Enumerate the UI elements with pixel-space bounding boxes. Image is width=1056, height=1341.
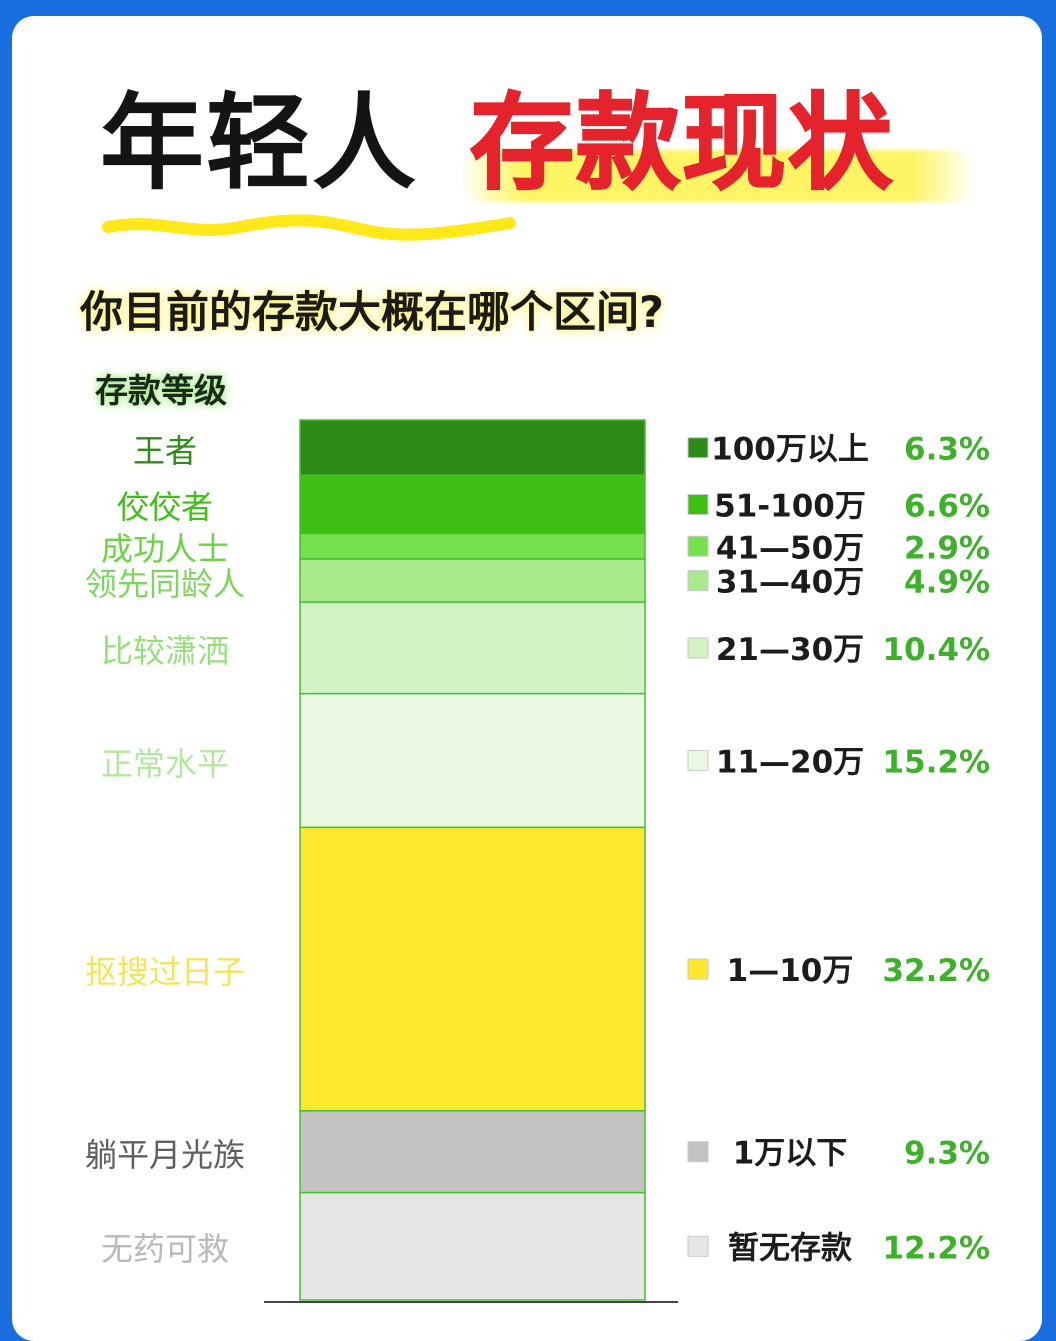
legend-range-8: 暂无存款 [728,1230,853,1266]
legend-swatch-5 [687,750,709,772]
legend-range-1: 51-100万 [714,488,866,524]
bar-segment-6 [299,826,646,1112]
question-text: 你目前的存款大概在哪个区间? [80,288,664,338]
title-text-red: 存款现状 [469,81,895,205]
bar-segment-2 [299,532,646,560]
tier-label-7: 躺平月光族 [84,1135,245,1174]
title-highlight [460,150,975,202]
bar-segment-3 [299,558,646,603]
tier-label-0: 王者 [132,431,197,470]
legend-range-5: 11—20万 [716,745,864,781]
legend-swatch-4 [687,637,709,659]
legend-range-6: 1—10万 [727,953,854,989]
bar-segment-4 [299,601,646,695]
tier-label-6: 抠搜过日子 [84,953,245,992]
legend-range-2: 41—50万 [716,530,864,566]
title-area: 年轻人 存款现状 [0,0,1056,260]
legend-percent-0: 6.3% [904,432,990,468]
legend-percent-2: 2.9% [904,530,990,566]
legend-swatch-7 [687,1141,709,1163]
legend-swatch-3 [687,570,709,592]
title-swoosh [102,214,516,241]
legend-swatch-6 [687,958,709,980]
tier-label-5: 正常水平 [100,744,229,783]
legend-percent-5: 15.2% [882,745,990,781]
tier-label-8: 无药可救 [100,1230,229,1269]
tier-header: 存款等级 [95,371,227,410]
legend-percent-8: 12.2% [882,1230,990,1266]
legend-percent-1: 6.6% [904,488,990,524]
bar-segment-8 [299,1191,646,1301]
tier-label-4: 比较潇洒 [100,631,229,670]
title-text-black: 年轻人 [100,82,419,204]
legend-percent-4: 10.4% [882,632,990,668]
bar-segment-1 [299,474,646,535]
legend-swatch-1 [687,493,709,515]
legend-swatch-0 [687,437,709,459]
legend-percent-6: 32.2% [882,953,990,989]
legend-range-7: 1万以下 [733,1136,848,1172]
tier-label-1: 佼佼者 [116,488,213,527]
legend-swatch-8 [687,1235,709,1257]
legend-percent-7: 9.3% [904,1136,990,1172]
bar-segment-7 [299,1110,646,1194]
legend-range-0: 100万以上 [711,432,869,468]
legend-swatch-2 [687,535,709,557]
legend-range-4: 21—30万 [716,632,864,668]
tier-label-3: 领先同龄人 [84,564,245,603]
legend-percent-3: 4.9% [904,565,990,601]
tier-label-2: 成功人士 [100,530,229,569]
bar-segment-5 [299,692,646,829]
legend-range-3: 31—40万 [716,565,864,601]
bar-segment-0 [299,419,646,477]
